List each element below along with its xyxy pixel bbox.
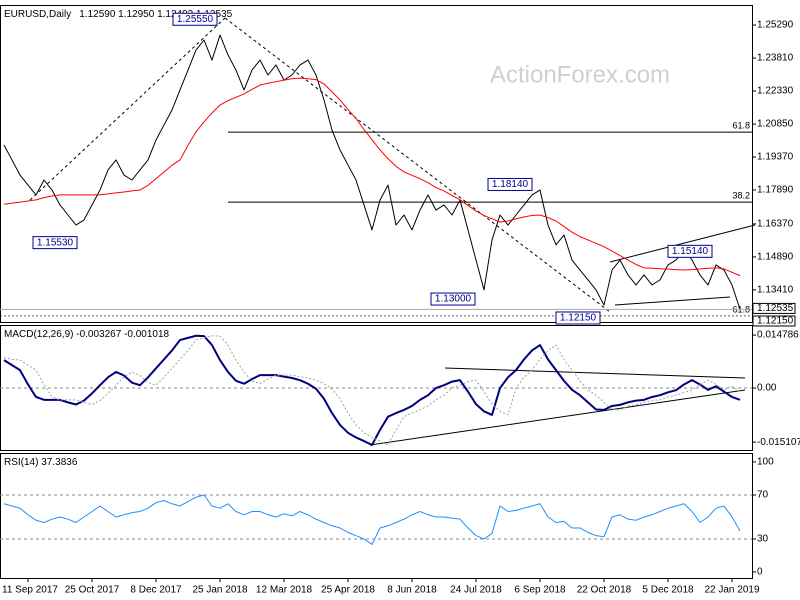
trend-line — [369, 389, 746, 446]
annotation-label: 1.18140 — [492, 179, 529, 190]
price-marker-box — [752, 315, 796, 327]
series-line — [3, 494, 741, 545]
annotation-box — [430, 292, 476, 306]
panel-title: RSI(14) 37.3836 — [4, 457, 78, 468]
series-line — [3, 335, 741, 446]
fib-label: 61.8 — [732, 120, 750, 130]
y-tick-label: -0.015107 — [757, 437, 800, 448]
trend-line — [224, 17, 611, 313]
watermark: ActionForex.com — [490, 61, 670, 88]
panel-title: MACD(12,26,9) -0.003267 -0.001018 — [4, 329, 170, 340]
annotation-box — [555, 311, 601, 325]
y-tick-label: 30 — [757, 534, 769, 545]
y-tick-label: 0 — [757, 567, 763, 578]
series-line — [3, 77, 741, 277]
y-tick-label: 100 — [757, 457, 774, 468]
x-tick-label: 11 Sep 2017 — [2, 585, 58, 596]
annotation-box — [667, 244, 713, 258]
x-tick-label: 12 Mar 2018 — [256, 585, 313, 596]
trend-line — [609, 224, 756, 263]
y-tick-label: 1.17890 — [757, 185, 794, 196]
annotation-box — [172, 12, 218, 26]
annotation-label: 1.15530 — [37, 237, 74, 248]
y-tick-label: 0.014786 — [757, 330, 799, 341]
x-tick-label: 25 Jan 2018 — [192, 585, 247, 596]
annotation-label: 1.12150 — [560, 313, 597, 324]
price-marker-label: 1.12535 — [757, 303, 794, 314]
annotation-label: 1.25550 — [177, 14, 214, 25]
x-tick-label: 22 Jan 2019 — [704, 585, 759, 596]
trend-line — [29, 17, 226, 201]
x-tick-label: 25 Apr 2018 — [321, 585, 375, 596]
trend-line — [444, 367, 746, 379]
y-tick-label: 1.20850 — [757, 119, 794, 130]
title: MACD(12,26,9) -0.003267 -0.001018 — [4, 329, 170, 340]
title: EURUSD,Daily — [4, 9, 71, 20]
panel-frame — [0, 453, 753, 579]
x-tick-label: 8 Jun 2018 — [387, 585, 437, 596]
annotation-label: 1.15140 — [672, 246, 709, 257]
y-tick-label: 1.13410 — [757, 285, 794, 296]
annotation-box — [32, 236, 78, 250]
x-tick-label: 25 Oct 2017 — [65, 585, 120, 596]
x-tick-label: 8 Dec 2017 — [130, 585, 182, 596]
x-tick-label: 22 Oct 2018 — [577, 585, 632, 596]
trend-line — [614, 296, 731, 306]
y-tick-label: 70 — [757, 490, 769, 501]
series-line — [3, 34, 741, 310]
panel-frame — [0, 5, 753, 323]
panel-title: EURUSD,Daily 1.12590 1.12950 1.12492 1.12… — [4, 9, 233, 20]
y-tick-label: 1.23810 — [757, 53, 794, 64]
title: RSI(14) 37.3836 — [4, 457, 78, 468]
x-tick-label: 5 Dec 2018 — [642, 585, 694, 596]
x-tick-label: 24 Jul 2018 — [450, 585, 502, 596]
price-marker-label: 1.12150 — [757, 316, 794, 327]
fib-label: 38.2 — [732, 190, 750, 200]
y-tick-label: 1.25290 — [757, 20, 794, 31]
annotation-box — [487, 177, 533, 191]
series-line — [3, 334, 741, 446]
price-marker-box — [752, 302, 796, 314]
subtitle: 1.12590 1.12950 1.12492 1.12535 — [79, 9, 232, 20]
y-tick-label: 0.00 — [757, 383, 777, 394]
y-tick-label: 1.14890 — [757, 252, 794, 263]
x-tick-label: 6 Sep 2018 — [514, 585, 566, 596]
y-tick-label: 1.22330 — [757, 86, 794, 97]
y-tick-label: 1.16370 — [757, 219, 794, 230]
annotation-label: 1.13000 — [435, 294, 472, 305]
y-tick-label: 1.19370 — [757, 152, 794, 163]
